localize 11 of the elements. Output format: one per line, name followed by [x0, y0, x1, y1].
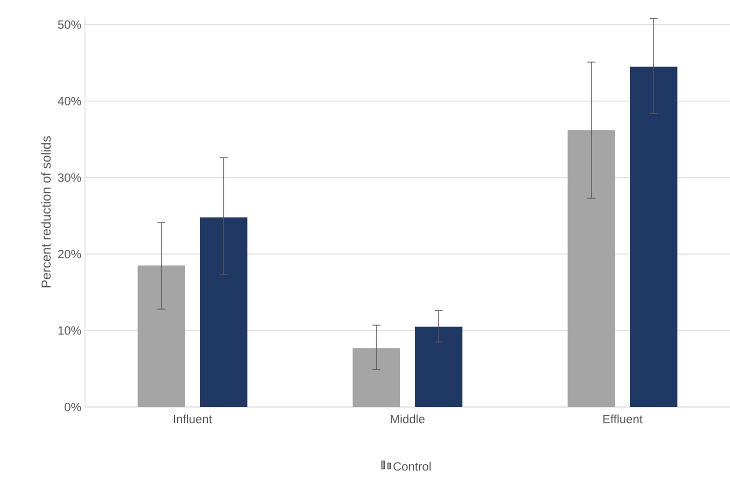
y-tick-label: 50% [58, 20, 82, 29]
y-tick-label: 0% [64, 402, 82, 412]
y-tick-label: 20% [58, 250, 82, 258]
y-tick-label: 30% [58, 173, 82, 182]
x-tick-label: Effluent [603, 414, 643, 424]
y-tick-label: 10% [58, 326, 82, 335]
y-axis-title: Percent reduction of solids [41, 136, 51, 288]
legend-label: Control [394, 462, 431, 471]
y-tick-label: 40% [58, 96, 82, 106]
x-tick-label: Influent [174, 414, 212, 424]
x-tick-label: Middle [390, 414, 425, 424]
